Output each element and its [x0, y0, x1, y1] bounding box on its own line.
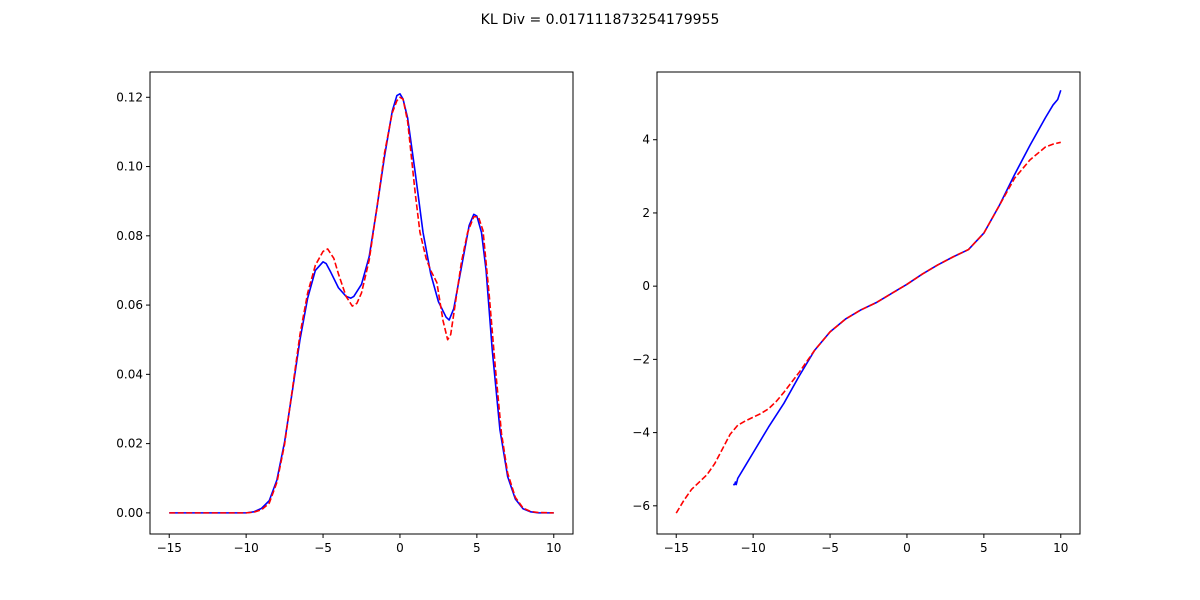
x-tick-label: 10: [1053, 541, 1068, 555]
x-tick-label: −10: [233, 541, 258, 555]
left-density-plot: −15 −10 −5 0 5 10 0.00 0.02 0.04 0.06 0.08 0.10 0.12: [116, 71, 574, 555]
x-tick-label: 0: [903, 541, 911, 555]
y-tick-label: 0.06: [116, 298, 143, 312]
axes-frame: [149, 71, 574, 535]
y-tick-label: 0.00: [116, 506, 143, 520]
y-tick-label: −2: [632, 352, 650, 366]
x-tick-label: −10: [740, 541, 765, 555]
y-tick-label: 0.04: [116, 367, 143, 381]
y-tick-label: 0.08: [116, 229, 143, 243]
series-line-1: [169, 93, 554, 514]
x-tick-label: 5: [980, 541, 988, 555]
x-tick-label: 10: [546, 541, 561, 555]
x-tick-label: −5: [314, 541, 332, 555]
figure-title: KL Div = 0.017111873254179955: [481, 12, 720, 28]
x-tick-label: −15: [664, 541, 689, 555]
y-tick-label: 2: [642, 206, 650, 220]
right-quantile-plot: −15 −10 −5 0 5 10 −6 −4 −2 0 2 4: [632, 71, 1081, 555]
x-tick-label: 0: [396, 541, 404, 555]
y-tick-label: 0.10: [116, 160, 143, 174]
x-tick-label: 5: [473, 541, 481, 555]
series-line-2: [675, 141, 1061, 514]
series-line-1: [733, 90, 1062, 486]
y-tick-label: 4: [642, 133, 650, 147]
axes-frame: [656, 71, 1081, 535]
y-tick-label: 0.02: [116, 437, 143, 451]
y-tick-label: −6: [632, 499, 650, 513]
x-tick-label: −5: [821, 541, 839, 555]
series-line-2: [169, 96, 554, 514]
y-tick-label: 0: [642, 279, 650, 293]
y-tick-label: 0.12: [116, 90, 143, 104]
y-tick-label: −4: [632, 426, 650, 440]
x-tick-label: −15: [157, 541, 182, 555]
